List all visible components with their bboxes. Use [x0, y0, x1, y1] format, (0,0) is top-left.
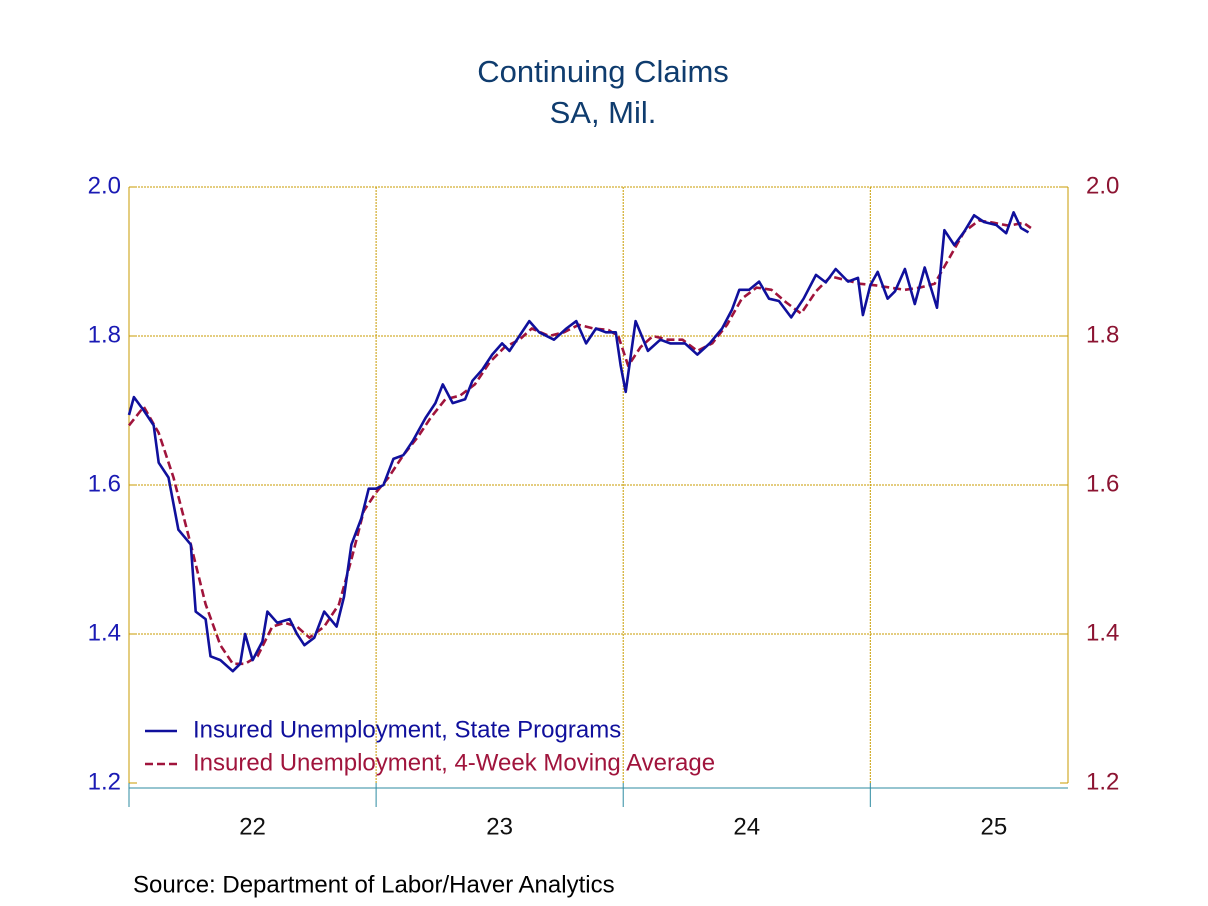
- legend-label: Insured Unemployment, 4-Week Moving Aver…: [193, 749, 715, 776]
- source-note: Source: Department of Labor/Haver Analyt…: [133, 871, 615, 898]
- chart-subtitle: SA, Mil.: [550, 95, 657, 130]
- legend-label: Insured Unemployment, State Programs: [193, 716, 621, 743]
- chart-title: Continuing Claims: [477, 54, 729, 89]
- y-tick-label: 1.4: [88, 619, 121, 646]
- y-tick-label: 1.8: [88, 321, 121, 348]
- y2-tick-label: 2.0: [1086, 172, 1119, 199]
- y-tick-label: 2.0: [88, 172, 121, 199]
- x-tick-label: 23: [486, 813, 513, 840]
- y2-tick-label: 1.6: [1086, 470, 1119, 497]
- series-line: [127, 211, 1030, 673]
- y-tick-label: 1.6: [88, 470, 121, 497]
- y-tick-label: 1.2: [88, 768, 121, 795]
- y2-tick-label: 1.2: [1086, 768, 1119, 795]
- y2-tick-label: 1.4: [1086, 619, 1119, 646]
- y2-tick-label: 1.8: [1086, 321, 1119, 348]
- x-tick-label: 24: [733, 813, 760, 840]
- x-tick-label: 25: [981, 813, 1008, 840]
- x-tick-label: 22: [239, 813, 266, 840]
